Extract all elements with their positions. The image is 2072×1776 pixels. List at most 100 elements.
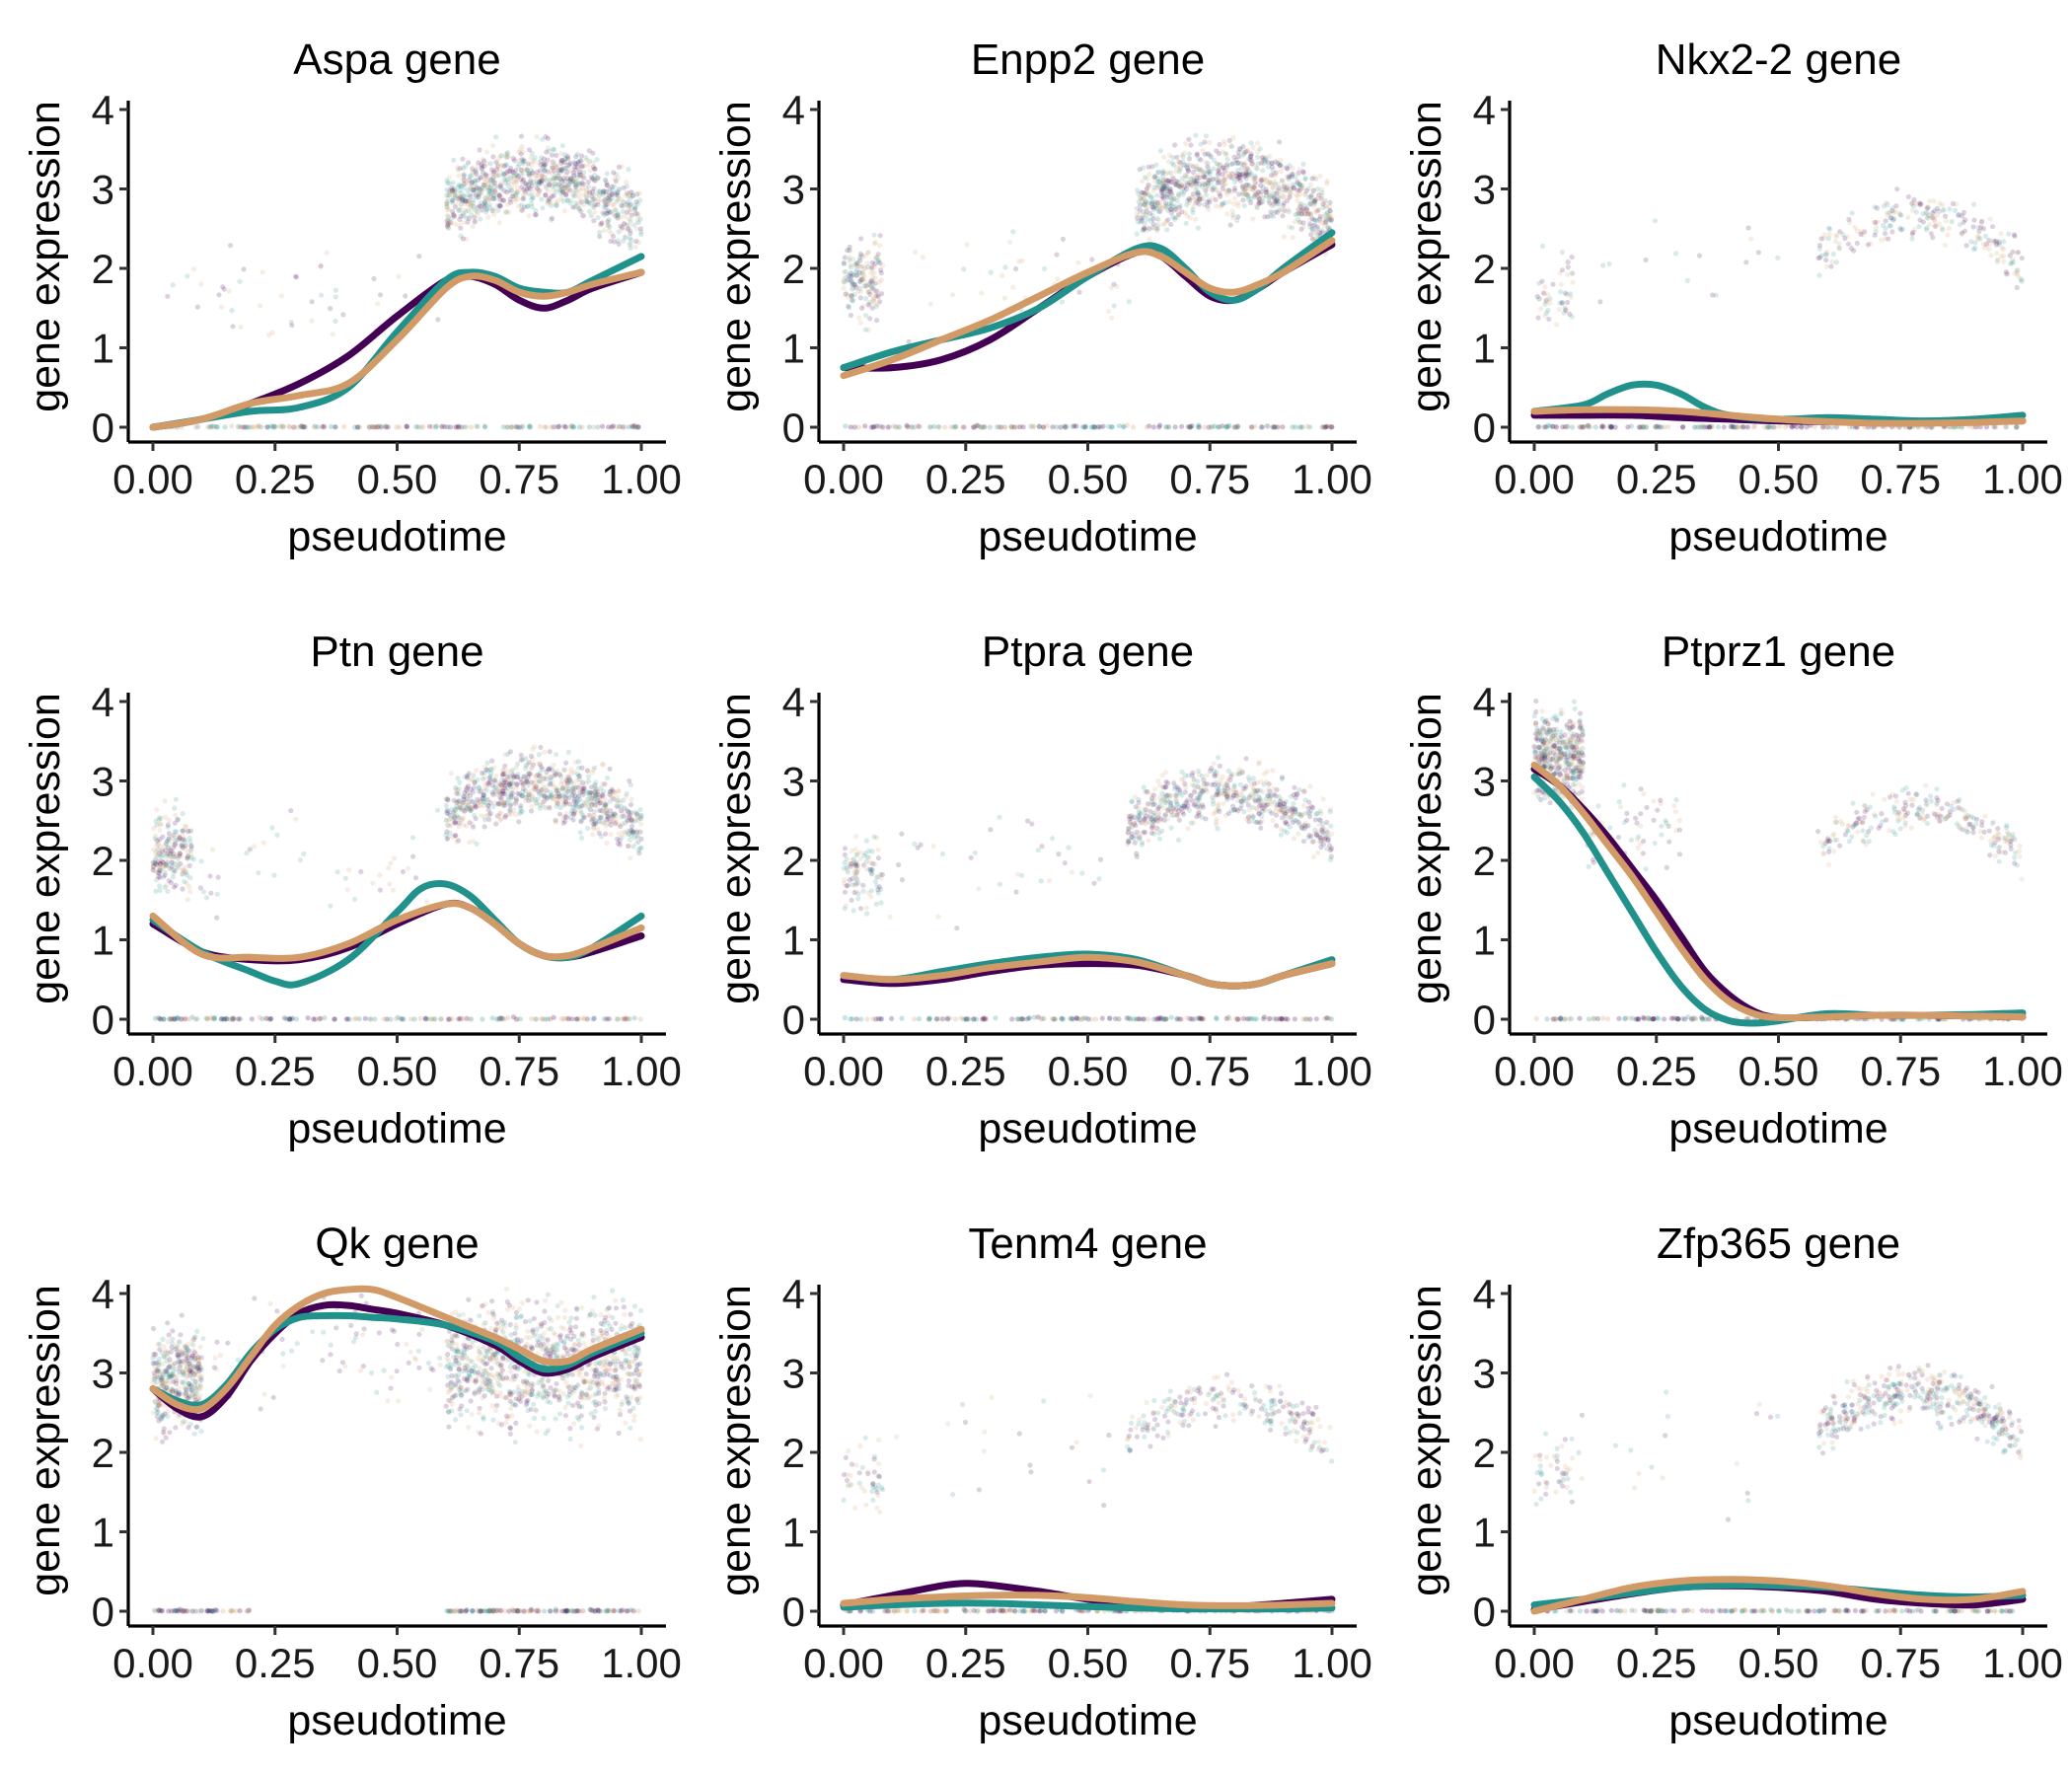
data-point bbox=[519, 157, 525, 163]
data-point bbox=[1175, 193, 1181, 199]
data-point bbox=[554, 176, 559, 182]
data-point bbox=[586, 148, 592, 154]
data-point bbox=[197, 885, 203, 891]
data-point bbox=[591, 812, 597, 819]
data-point bbox=[574, 151, 580, 157]
data-point bbox=[1545, 422, 1551, 428]
data-point bbox=[460, 196, 466, 202]
y-tick-label: 3 bbox=[1473, 167, 1496, 213]
data-point bbox=[1926, 212, 1932, 218]
fit-curve-2 bbox=[149, 880, 645, 989]
data-point bbox=[626, 226, 631, 232]
data-point bbox=[1221, 800, 1226, 807]
y-tick-label: 0 bbox=[92, 405, 114, 451]
data-point bbox=[1607, 424, 1613, 430]
data-point bbox=[182, 878, 187, 885]
data-point bbox=[162, 872, 168, 878]
y-tick-label: 3 bbox=[92, 759, 114, 805]
data-point bbox=[164, 882, 170, 889]
data-point bbox=[1956, 211, 1961, 218]
data-point bbox=[1295, 831, 1301, 837]
data-point bbox=[157, 837, 163, 843]
y-tick-label: 1 bbox=[782, 326, 805, 372]
data-point bbox=[251, 424, 257, 430]
data-point bbox=[504, 424, 510, 430]
data-point bbox=[555, 423, 560, 430]
data-point bbox=[546, 169, 552, 175]
data-point bbox=[185, 897, 190, 903]
data-point bbox=[1050, 836, 1056, 842]
data-point bbox=[463, 163, 469, 170]
data-point bbox=[863, 282, 870, 289]
data-point bbox=[1713, 292, 1719, 298]
data-point bbox=[1165, 178, 1171, 184]
data-point bbox=[841, 276, 847, 282]
data-point bbox=[930, 844, 936, 850]
data-point bbox=[1302, 175, 1308, 182]
data-point bbox=[942, 424, 948, 430]
data-point bbox=[561, 768, 568, 774]
data-point bbox=[1054, 252, 1060, 258]
data-point bbox=[220, 284, 226, 290]
data-point bbox=[580, 182, 586, 187]
data-point bbox=[510, 424, 516, 430]
data-point bbox=[494, 172, 500, 178]
data-point bbox=[471, 189, 477, 196]
data-point bbox=[993, 1015, 999, 1021]
data-point bbox=[1195, 424, 1201, 430]
data-point bbox=[580, 173, 586, 180]
y-axis-title: gene expression bbox=[1403, 101, 1450, 412]
data-point bbox=[851, 257, 856, 262]
data-point bbox=[507, 199, 514, 205]
data-point bbox=[467, 820, 473, 826]
data-point bbox=[630, 424, 636, 430]
data-point bbox=[287, 424, 293, 430]
data-point bbox=[1818, 236, 1824, 242]
data-point bbox=[483, 201, 489, 207]
data-point bbox=[584, 190, 590, 196]
data-point bbox=[875, 1015, 882, 1022]
data-point bbox=[1993, 251, 1999, 257]
data-point bbox=[504, 201, 510, 207]
data-point bbox=[1100, 423, 1106, 429]
data-point bbox=[971, 1016, 977, 1022]
data-point bbox=[479, 207, 484, 213]
data-point bbox=[631, 222, 637, 228]
data-point bbox=[465, 219, 471, 225]
data-point bbox=[291, 424, 297, 430]
data-point bbox=[160, 847, 166, 852]
data-point bbox=[864, 911, 870, 917]
data-point bbox=[1132, 840, 1138, 846]
data-point bbox=[1185, 169, 1191, 175]
data-point bbox=[899, 877, 906, 883]
data-point bbox=[1292, 784, 1297, 790]
data-point bbox=[936, 424, 942, 430]
data-point bbox=[377, 887, 383, 893]
data-point bbox=[481, 183, 487, 188]
data-point bbox=[528, 808, 535, 814]
data-point bbox=[207, 873, 213, 879]
data-point bbox=[601, 227, 607, 234]
data-point bbox=[1293, 192, 1298, 198]
data-point bbox=[1231, 185, 1237, 191]
data-point bbox=[460, 198, 466, 204]
data-point bbox=[1295, 181, 1300, 186]
data-point bbox=[1994, 259, 2000, 265]
data-point bbox=[857, 289, 863, 295]
data-point bbox=[175, 816, 181, 823]
data-point bbox=[490, 170, 496, 176]
data-point bbox=[1131, 1016, 1137, 1022]
data-point bbox=[481, 201, 487, 207]
data-point bbox=[543, 192, 549, 198]
data-point bbox=[616, 241, 622, 247]
data-point bbox=[1887, 223, 1892, 229]
data-point bbox=[610, 423, 617, 429]
data-point bbox=[1942, 213, 1949, 219]
data-point bbox=[567, 815, 573, 821]
data-point bbox=[1322, 424, 1328, 430]
data-point bbox=[1165, 159, 1171, 165]
data-point bbox=[492, 184, 498, 189]
data-point bbox=[939, 851, 946, 857]
data-point bbox=[514, 185, 520, 190]
data-point bbox=[491, 765, 497, 771]
